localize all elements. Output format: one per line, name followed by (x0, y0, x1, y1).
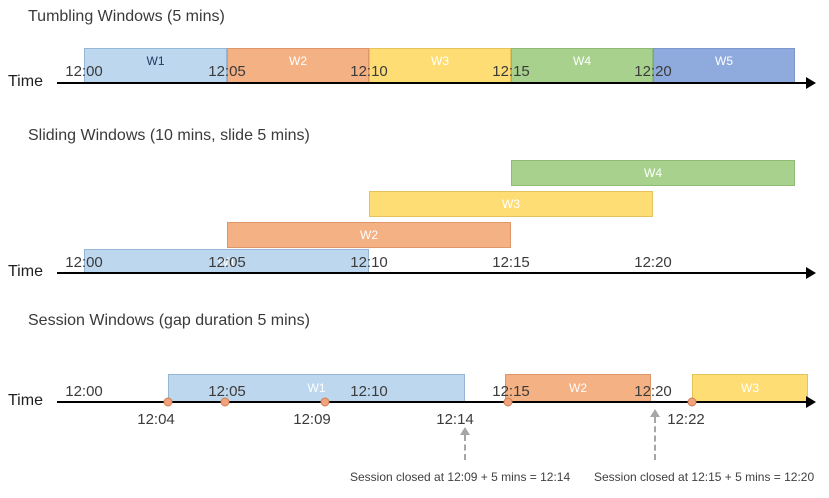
session-time-axis-label: Time (8, 392, 43, 409)
session-section-title: Session Windows (gap duration 5 mins) (28, 312, 310, 329)
tumbling-tick-1210: 12:10 (350, 63, 388, 80)
tumbling-window-w5: W5 (653, 48, 795, 83)
session-tick-1215: 12:15 (492, 383, 530, 400)
sliding-tick-1220: 12:20 (634, 254, 672, 271)
session-window-w3: W3 (692, 374, 808, 402)
sliding-section-title: Sliding Windows (10 mins, slide 5 mins) (28, 127, 310, 144)
sliding-time-axis-label: Time (8, 263, 43, 280)
tumbling-section-title: Tumbling Windows (5 mins) (28, 8, 225, 25)
sliding-window-w3: W3 (369, 191, 653, 217)
session-close-arrow-icon (460, 427, 470, 435)
session-window-w2: W2 (505, 374, 651, 402)
session-tick-1220: 12:20 (634, 383, 672, 400)
tumbling-timeline-axis (57, 82, 807, 84)
tumbling-window-w1: W1 (84, 48, 227, 83)
event-dot (503, 397, 513, 407)
event-time-label-1204: 12:04 (137, 411, 175, 428)
sliding-window-w2: W2 (227, 222, 511, 248)
sliding-timeline-axis (57, 272, 807, 274)
session-close-annotation-2: Session closed at 12:15 + 5 mins = 12:20 (594, 470, 815, 484)
session-close-arrow-icon (650, 409, 660, 417)
tumbling-window-w2: W2 (227, 48, 369, 83)
session-tick-1205: 12:05 (208, 383, 246, 400)
session-close-annotation-1: Session closed at 12:09 + 5 mins = 12:14 (350, 470, 571, 484)
session-arrow-right-icon (806, 396, 816, 408)
sliding-tick-1205: 12:05 (208, 254, 246, 271)
sliding-window-w1: W1 (84, 249, 369, 274)
session-tick-1210: 12:10 (350, 383, 388, 400)
session-timeline-axis (57, 401, 807, 403)
sliding-tick-1210: 12:10 (350, 254, 388, 271)
event-dot (163, 397, 173, 407)
session-close-arrow-line (464, 435, 466, 460)
tumbling-window-w4: W4 (511, 48, 653, 83)
event-dot (687, 397, 697, 407)
event-time-label-1222: 12:22 (667, 411, 705, 428)
tumbling-window-w3: W3 (369, 48, 511, 83)
sliding-tick-1200: 12:00 (65, 254, 103, 271)
session-tick-1200: 12:00 (65, 383, 103, 400)
tumbling-tick-1200: 12:00 (65, 63, 103, 80)
tumbling-tick-1215: 12:15 (492, 63, 530, 80)
event-dot (220, 397, 230, 407)
tumbling-arrow-right-icon (806, 77, 816, 89)
tumbling-tick-1220: 12:20 (634, 63, 672, 80)
event-dot (320, 397, 330, 407)
session-close-arrow-line (654, 417, 656, 460)
sliding-arrow-right-icon (806, 267, 816, 279)
tumbling-tick-1205: 12:05 (208, 63, 246, 80)
event-time-label-1214: 12:14 (436, 411, 474, 428)
event-time-label-1209: 12:09 (293, 411, 331, 428)
sliding-tick-1215: 12:15 (492, 254, 530, 271)
sliding-window-w4: W4 (511, 160, 795, 186)
tumbling-time-axis-label: Time (8, 73, 43, 90)
